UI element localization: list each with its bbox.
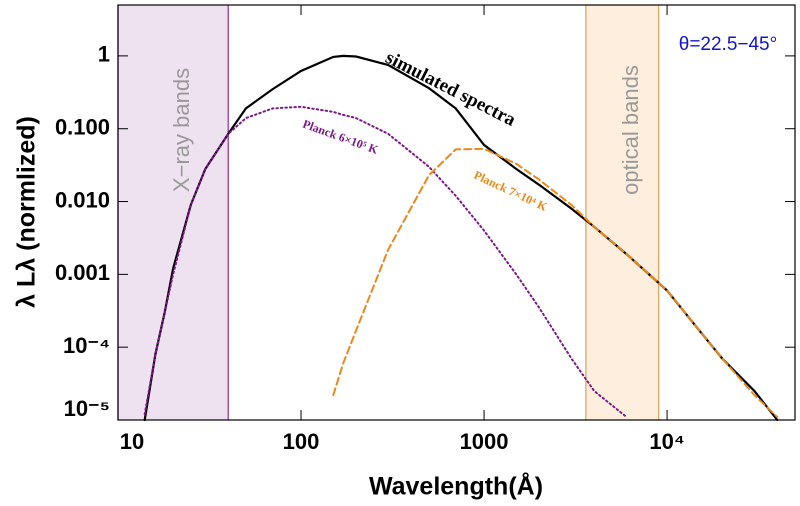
x-tick-label: 10⁴	[649, 429, 684, 454]
annotation: θ=22.5−45°	[679, 34, 777, 55]
plot-frame	[117, 4, 796, 421]
series-label: simulated spectra	[382, 47, 519, 131]
lines	[143, 54, 779, 422]
bands: X−ray bands optical bands	[117, 5, 660, 420]
y-tick-label: 0.100	[55, 115, 110, 140]
band	[585, 5, 659, 420]
x-tick-label: 10	[120, 429, 144, 454]
x-tick-label: 100	[283, 429, 320, 454]
series-line	[143, 105, 628, 418]
y-tick-label: 10⁻⁴	[63, 333, 110, 358]
series-line	[143, 54, 779, 422]
axes: 10 100 1000 10⁴ 1 0.100 0.010 0.001 10⁻⁴ 10⁻⁵	[55, 4, 796, 454]
y-tick-label: 1	[98, 42, 110, 67]
y-tick-label: 0.010	[55, 187, 110, 212]
series-label: Planck 7×10⁴ K	[472, 168, 550, 214]
band-label: X−ray bands	[169, 68, 194, 192]
band	[118, 5, 229, 420]
x-tick-label: 1000	[460, 429, 509, 454]
series-line	[332, 147, 779, 418]
y-axis-label: λ Lλ (normlized)	[13, 116, 41, 308]
x-axis-label: Wavelength(Å)	[369, 472, 543, 501]
band-label: optical bands	[618, 65, 643, 195]
y-tick-label: 0.001	[55, 260, 110, 285]
y-tick-label: 10⁻⁵	[64, 396, 110, 421]
series-label: Planck 6×10⁵ K	[301, 117, 381, 157]
